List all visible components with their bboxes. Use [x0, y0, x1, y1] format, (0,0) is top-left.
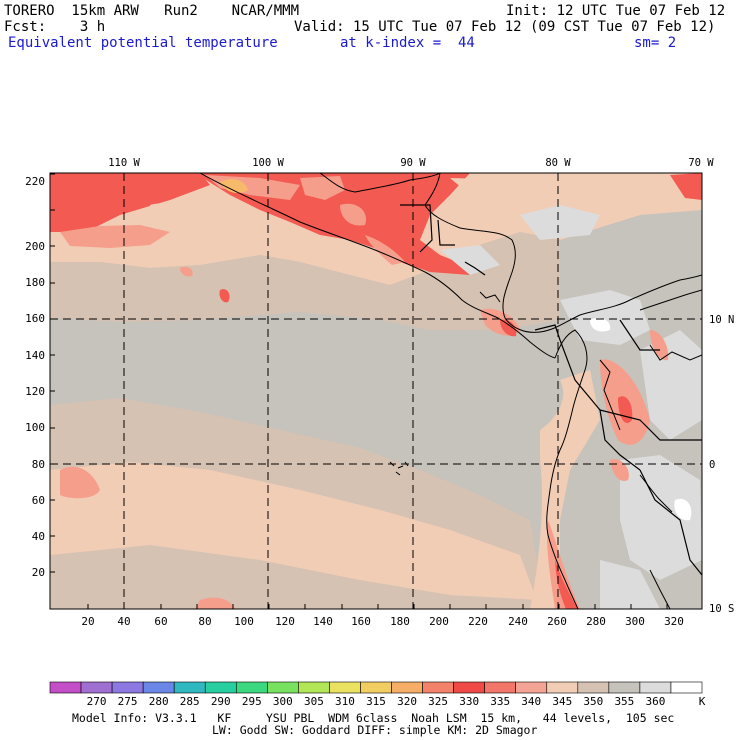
lat-label: 10 N: [709, 314, 734, 326]
colorbar-swatch: [80, 681, 113, 694]
colorbar-label: 275: [118, 695, 138, 708]
x-tick-label: 60: [154, 615, 167, 628]
y-tick-marks: [50, 173, 55, 573]
colorbar-label: 280: [149, 695, 169, 708]
y-tick-label: 20: [32, 566, 45, 579]
lon-label: 110 W: [108, 157, 140, 169]
coastlines: [199, 173, 702, 609]
colorbar-swatch: [608, 681, 641, 694]
lat-label: 0: [709, 459, 715, 471]
valid-time: Valid: 15 UTC Tue 07 Feb 12 (09 CST Tue …: [294, 19, 716, 35]
field-name: Equivalent potential temperature: [8, 35, 278, 51]
x-tick-marks: [87, 604, 668, 609]
x-tick-label: 120: [275, 615, 295, 628]
colorbar-swatch: [577, 681, 610, 694]
y-tick-label: 160: [25, 312, 45, 325]
x-tick-label: 20: [81, 615, 94, 628]
colorbar-label: 300: [273, 695, 293, 708]
colorbar-swatch: [515, 681, 548, 694]
colorbar-swatch: [360, 681, 392, 694]
colorbar-unit: K: [699, 695, 706, 708]
lat-label: 10 S: [709, 603, 734, 615]
x-tick-label: 280: [586, 615, 606, 628]
colorbar-label: 330: [459, 695, 479, 708]
x-tick-label: 180: [390, 615, 410, 628]
x-tick-label: 320: [664, 615, 684, 628]
smoothing-info: sm= 2: [634, 35, 677, 51]
y-tick-label: 40: [32, 530, 45, 543]
colorbar-label: 335: [490, 695, 510, 708]
x-tick-label: 140: [313, 615, 333, 628]
colorbar-swatch: [142, 681, 175, 694]
x-tick-label: 260: [547, 615, 567, 628]
x-tick-label: 160: [351, 615, 371, 628]
colorbar-label: 320: [397, 695, 417, 708]
colorbar-label: 295: [242, 695, 262, 708]
colorbar-label: 305: [304, 695, 324, 708]
colorbar-swatch: [391, 681, 423, 694]
x-tick-label: 240: [508, 615, 528, 628]
model-info: Model Info: V3.3.1 KF YSU PBL WDM 6class…: [72, 711, 675, 725]
colorbar-swatch: [173, 681, 206, 694]
colorbar-labels: 270 275 280 285 290 295 300 305 310 315 320 325 330 3…: [87, 695, 666, 708]
colorbar: [49, 681, 703, 694]
level-info: at k-index = 44: [340, 35, 475, 51]
colorbar-swatch: [111, 681, 144, 694]
colorbar-label: 290: [211, 695, 231, 708]
colorbar-label: 340: [521, 695, 541, 708]
y-tick-label: 140: [25, 349, 45, 362]
colorbar-label: 285: [180, 695, 200, 708]
lon-label: 80 W: [545, 157, 571, 169]
borders: [400, 204, 702, 576]
colorbar-swatch: [484, 681, 517, 694]
x-tick-label: 220: [468, 615, 488, 628]
colorbar-swatch: [267, 681, 299, 694]
lon-label: 90 W: [400, 157, 426, 169]
colorbar-swatch: [670, 681, 703, 694]
colorbar-label: 355: [614, 695, 634, 708]
colorbar-swatch: [546, 681, 579, 694]
colorbar-swatch: [235, 681, 268, 694]
y-tick-label: 220: [25, 175, 45, 188]
y-tick-label: 180: [25, 276, 45, 289]
colorbar-label: 310: [335, 695, 355, 708]
physics-info: LW: Godd SW: Goddard DIFF: simple KM: 2D…: [212, 723, 538, 737]
colorbar-swatch: [422, 681, 454, 694]
colorbar-swatch: [204, 681, 237, 694]
theta-e-field: [50, 173, 702, 609]
colorbar-swatch: [329, 681, 361, 694]
y-tick-label: 80: [32, 458, 45, 471]
colorbar-label: 325: [428, 695, 448, 708]
colorbar-swatch: [453, 681, 485, 694]
lon-label: 100 W: [252, 157, 284, 169]
lon-label: 70 W: [688, 157, 714, 169]
colorbar-label: 350: [583, 695, 603, 708]
x-tick-label: 40: [117, 615, 130, 628]
colorbar-label: 360: [645, 695, 665, 708]
x-tick-label: 100: [234, 615, 254, 628]
colorbar-swatch: [298, 681, 330, 694]
colorbar-label: 315: [366, 695, 386, 708]
graticule: [50, 173, 702, 609]
x-tick-label: 80: [198, 615, 211, 628]
forecast-hour: Fcst: 3 h: [4, 19, 106, 35]
y-tick-label: 100: [25, 421, 45, 434]
colorbar-label: 270: [87, 695, 107, 708]
y-tick-label: 120: [25, 385, 45, 398]
colorbar-swatch: [49, 681, 82, 694]
x-tick-label: 200: [429, 615, 449, 628]
x-tick-label: 300: [625, 615, 645, 628]
model-title: TORERO 15km ARW Run2 NCAR/MMM: [4, 3, 300, 19]
y-tick-label: 200: [25, 240, 45, 253]
colorbar-swatch: [639, 681, 672, 694]
colorbar-label: 345: [552, 695, 572, 708]
init-time: Init: 12 UTC Tue 07 Feb 12: [506, 3, 726, 19]
y-tick-label: 60: [32, 494, 45, 507]
